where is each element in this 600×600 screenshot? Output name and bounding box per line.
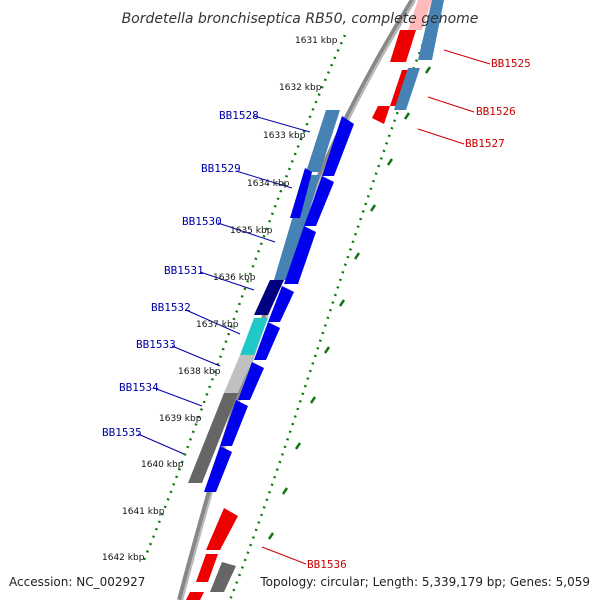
tick-label: 1635 kbp: [230, 226, 273, 236]
accession-text: Accession: NC_002927: [9, 575, 145, 589]
feature-blue-6[interactable]: [254, 322, 280, 360]
feature-bb1532[interactable]: [240, 318, 268, 355]
feature-bb1531[interactable]: [254, 280, 284, 315]
gene-label[interactable]: BB1535: [102, 426, 142, 439]
feature-blue-5[interactable]: [268, 286, 294, 322]
tick-label: 1634 kbp: [247, 179, 290, 189]
gene-label[interactable]: BB1529: [201, 162, 241, 175]
gene-label[interactable]: BB1534: [119, 381, 159, 394]
tick-label: 1642 kbp: [102, 553, 145, 563]
feature-bb1525-light[interactable]: [408, 0, 432, 30]
feature-group-bottom: [186, 508, 238, 600]
outer-ruler: [228, 0, 442, 600]
feature-blue-2[interactable]: [290, 168, 312, 218]
tick-label: 1639 kbp: [159, 414, 202, 424]
feature-bb1529-strip[interactable]: [274, 175, 320, 280]
feature-bb1534[interactable]: [188, 393, 238, 483]
gene-label[interactable]: BB1528: [219, 109, 259, 122]
feature-bb1525-steel[interactable]: [418, 0, 444, 60]
tick-label: 1636 kbp: [213, 273, 256, 283]
feature-blue-8[interactable]: [220, 400, 248, 446]
gene-label[interactable]: BB1533: [136, 338, 176, 351]
gene-label[interactable]: BB1536: [307, 558, 347, 571]
leader-lines-left: [137, 115, 311, 455]
tick-label: 1641 kbp: [122, 507, 165, 517]
feature-bb1525[interactable]: [390, 30, 416, 62]
gene-label[interactable]: BB1532: [151, 301, 191, 314]
feature-bb1533[interactable]: [224, 355, 254, 393]
feature-blue-1[interactable]: [322, 116, 354, 176]
feature-red-b2[interactable]: [196, 554, 218, 582]
tick-label: 1631 kbp: [295, 36, 338, 46]
leader-lines-right: [261, 49, 491, 565]
gene-label[interactable]: BB1530: [182, 215, 222, 228]
gene-label[interactable]: BB1531: [164, 264, 204, 277]
feature-red-b3[interactable]: [186, 592, 204, 600]
feature-blue-7[interactable]: [238, 362, 264, 400]
outer-ruler-ticks: [267, 66, 432, 540]
feature-bb1528[interactable]: [306, 110, 340, 172]
feature-group-top: [372, 0, 444, 124]
tick-label: 1633 kbp: [263, 131, 306, 141]
summary-text: Topology: circular; Length: 5,339,179 bp…: [259, 575, 590, 589]
map-title: Bordetella bronchiseptica RB50, complete…: [122, 11, 479, 27]
tick-label: 1632 kbp: [279, 83, 322, 93]
feature-bb1536[interactable]: [206, 508, 238, 550]
feature-blue-9[interactable]: [204, 446, 232, 492]
tick-label: 1638 kbp: [178, 367, 221, 377]
feature-blue-4[interactable]: [284, 226, 316, 284]
gene-label[interactable]: BB1527: [465, 137, 505, 150]
feature-bb1526-steel[interactable]: [394, 68, 420, 110]
tick-label: 1640 kbp: [141, 460, 184, 470]
gene-label[interactable]: BB1526: [476, 105, 516, 118]
feature-blue-3[interactable]: [304, 176, 334, 226]
feature-group-main: [188, 110, 354, 492]
feature-gray-b[interactable]: [210, 562, 236, 592]
feature-bb1527[interactable]: [372, 106, 390, 124]
gene-label[interactable]: BB1525: [491, 57, 531, 70]
tick-label: 1637 kbp: [196, 320, 239, 330]
